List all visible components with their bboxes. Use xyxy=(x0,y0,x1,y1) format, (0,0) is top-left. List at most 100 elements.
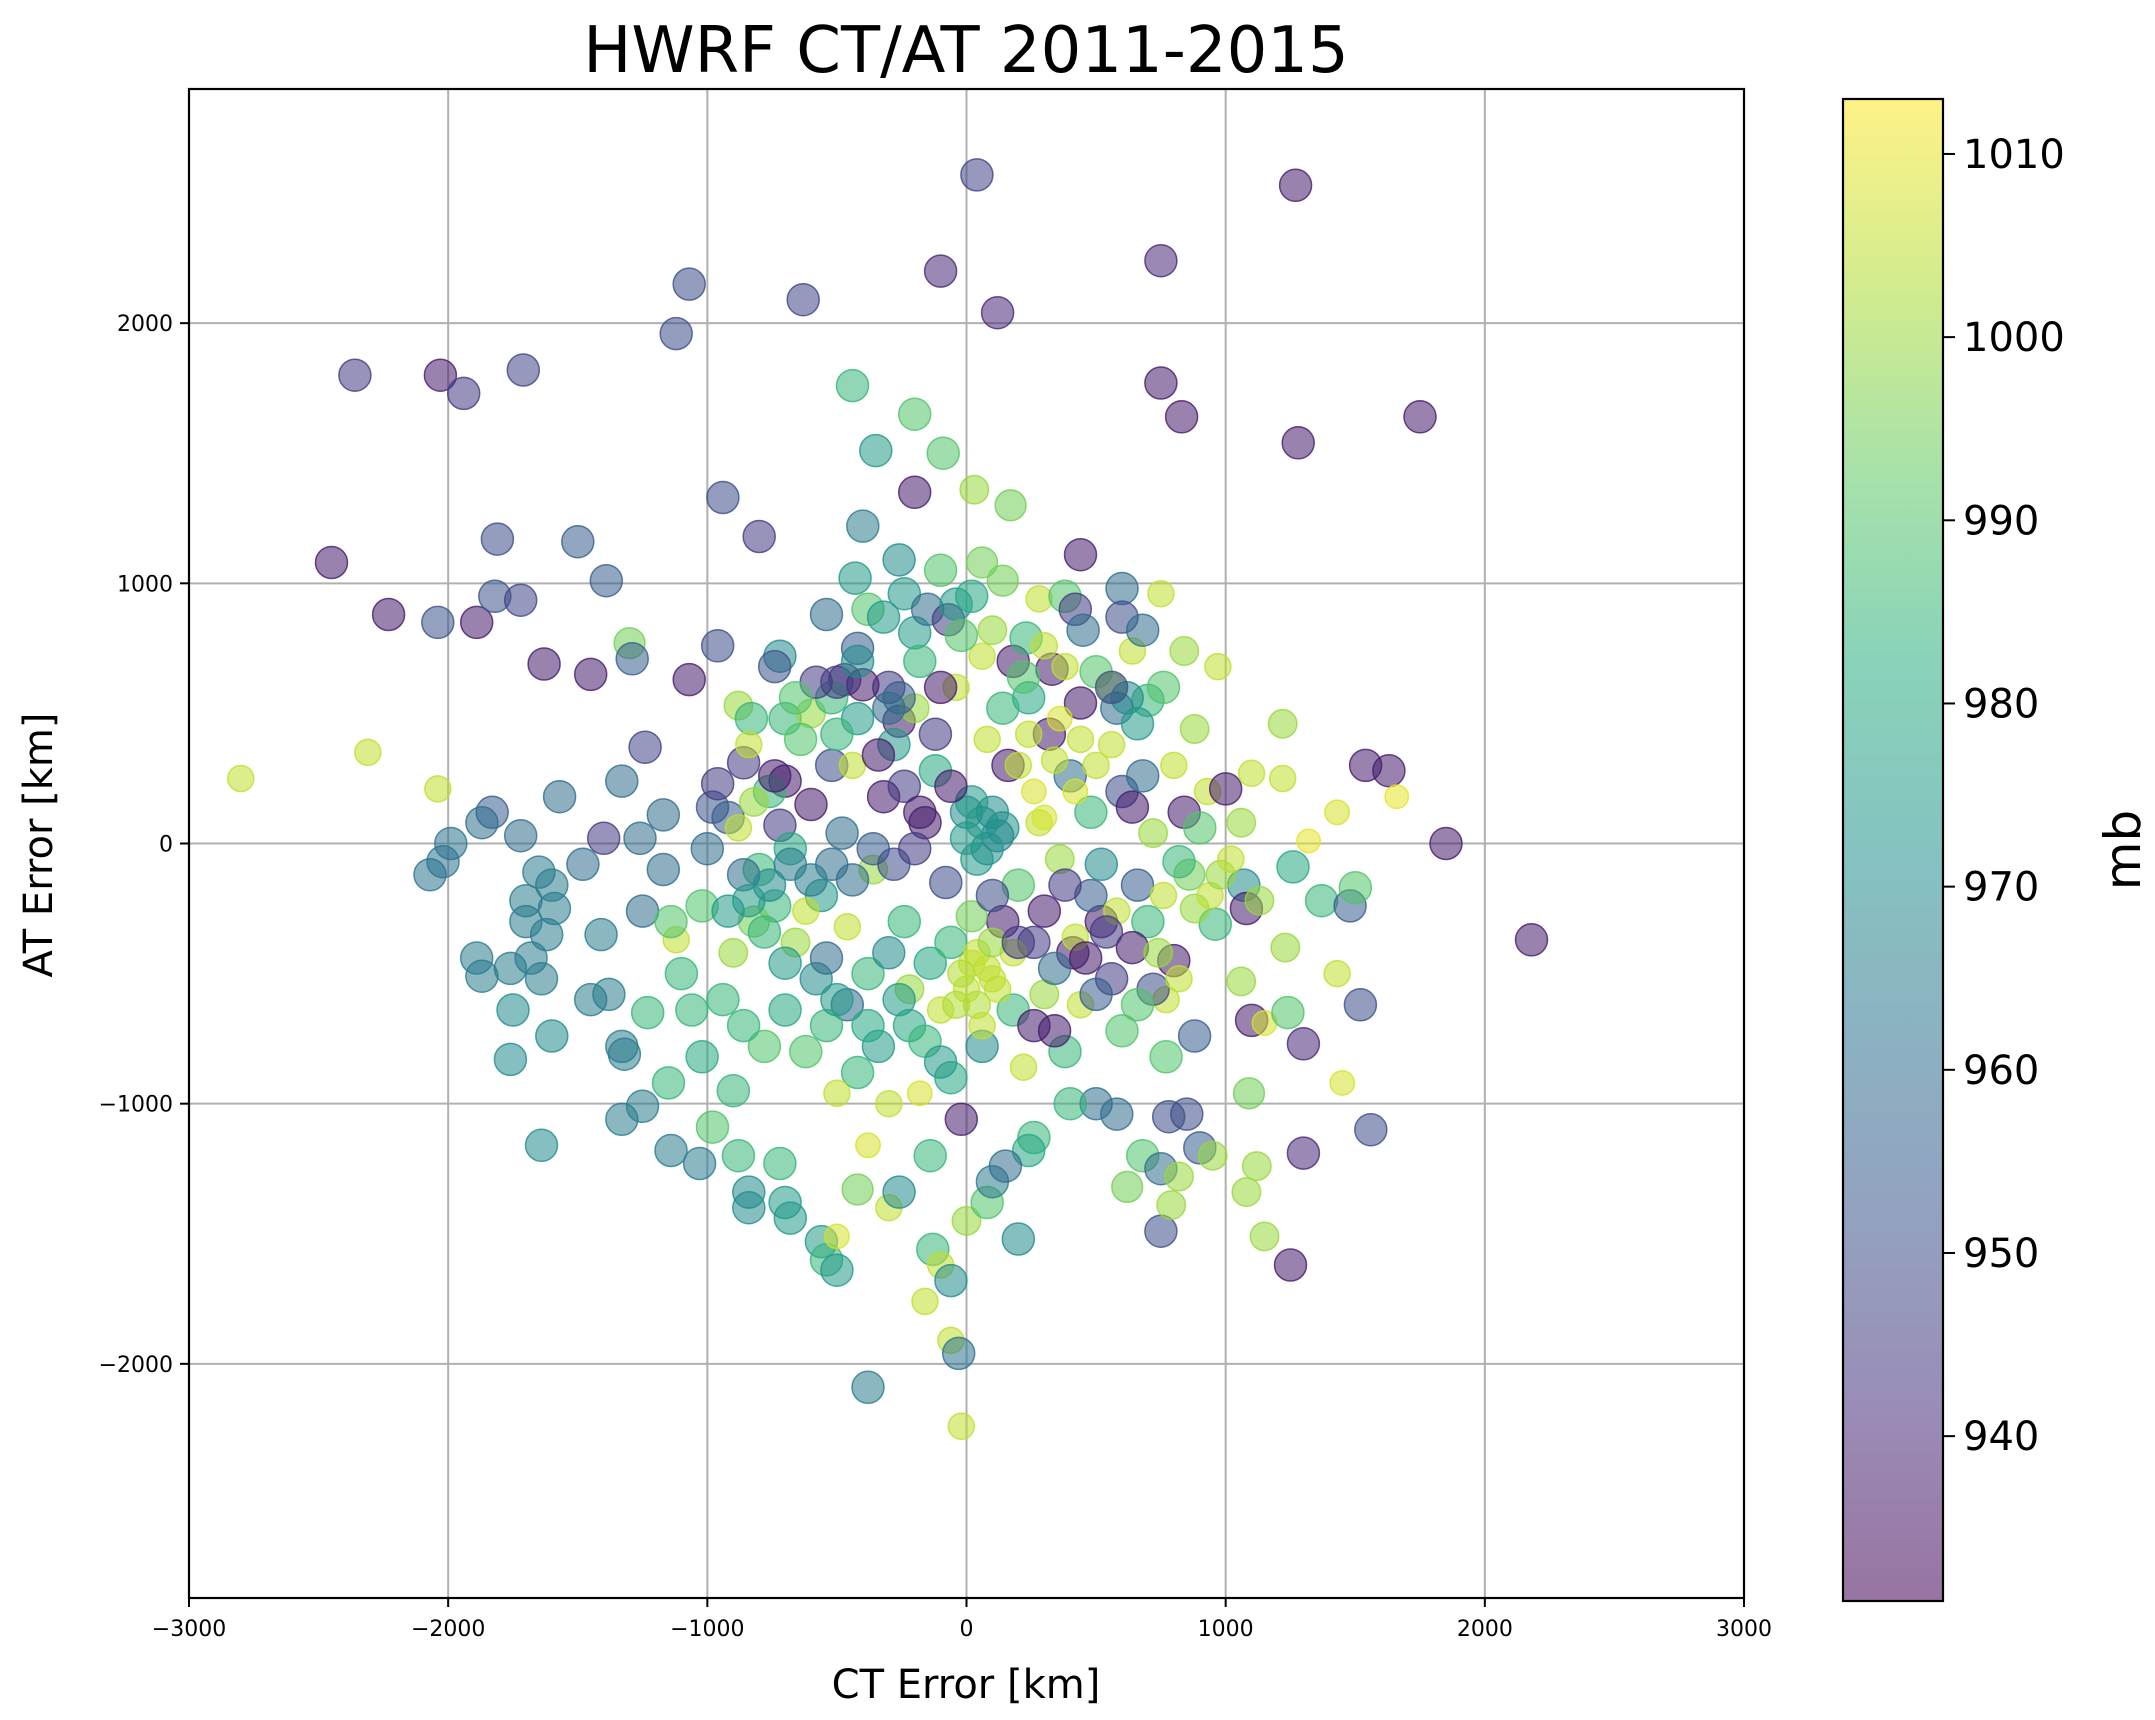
scatter-point xyxy=(1125,613,1160,647)
scatter-point xyxy=(1146,670,1181,705)
x-tick-label: 1000 xyxy=(1198,1617,1254,1642)
scatter-point xyxy=(1068,941,1103,975)
scatter-point xyxy=(988,1149,1023,1183)
scatter-point xyxy=(1296,828,1322,854)
scatter-point xyxy=(757,759,792,793)
scatter-point xyxy=(706,480,740,515)
scatter-point xyxy=(354,738,382,767)
scatter-point xyxy=(314,545,349,580)
scatter-point xyxy=(1286,1136,1321,1170)
scatter-point xyxy=(911,1287,939,1316)
scatter-point xyxy=(887,904,922,939)
scatter-point xyxy=(778,681,813,715)
x-tick-label: 3000 xyxy=(1716,1617,1772,1642)
scatter-point xyxy=(623,821,657,856)
scatter-point xyxy=(1149,1040,1183,1074)
y-axis-ticks: −2000 −1000 0 1000 2000 xyxy=(99,312,189,1378)
scatter-point xyxy=(1217,845,1245,873)
y-tick-label: −2000 xyxy=(99,1353,173,1378)
scatter-point xyxy=(1169,636,1200,666)
scatter-point xyxy=(887,576,922,611)
scatter-point xyxy=(773,847,808,882)
scatter-point xyxy=(875,1089,903,1118)
scatter-point xyxy=(1037,951,1072,986)
y-tick-label: 2000 xyxy=(117,312,173,337)
scatter-point xyxy=(1165,965,1193,993)
scatter-point xyxy=(1204,652,1232,681)
scatter-point xyxy=(1403,400,1437,434)
scatter-point xyxy=(1270,932,1301,963)
scatter-point xyxy=(1144,366,1178,400)
scatter-point xyxy=(1046,705,1073,732)
scatter-point xyxy=(1281,426,1315,460)
scatter-point xyxy=(1271,995,1305,1030)
scatter-point xyxy=(1241,1151,1272,1182)
y-tick-label: 0 xyxy=(159,833,173,858)
colorbar-tick-label: 970 xyxy=(1963,865,2039,911)
scatter-point xyxy=(851,1008,885,1043)
scatter-point xyxy=(1343,988,1378,1022)
scatter-point xyxy=(861,738,896,772)
scatter-point xyxy=(986,811,1020,845)
scatter-point xyxy=(1514,923,1549,957)
scatter-point xyxy=(1354,1112,1388,1147)
scatter-point xyxy=(973,725,1001,754)
scatter-point xyxy=(524,1128,559,1163)
scatter-point xyxy=(747,1029,782,1064)
scatter-point xyxy=(820,665,854,699)
scatter-point xyxy=(825,816,859,850)
scatter-point xyxy=(726,1008,761,1043)
scatter-point xyxy=(1105,571,1139,606)
scatter-point xyxy=(1111,1170,1144,1204)
scatter-point xyxy=(1053,1086,1087,1121)
scatter-point xyxy=(1147,579,1175,608)
scatter-point xyxy=(654,904,688,939)
x-tick-label: −1000 xyxy=(670,1617,744,1642)
scatter-point xyxy=(605,764,639,798)
scatter-point xyxy=(1273,1248,1308,1282)
scatter-point xyxy=(903,644,937,679)
scatter-point xyxy=(1063,686,1098,720)
scatter-point xyxy=(841,1173,874,1206)
scatter-point xyxy=(1120,707,1155,741)
scatter-point xyxy=(1031,804,1058,831)
scatter-point xyxy=(1286,1027,1321,1061)
x-tick-label: −2000 xyxy=(411,1617,485,1642)
scatter-point xyxy=(923,553,958,588)
scatter-point xyxy=(675,993,709,1027)
scatter-point xyxy=(706,982,740,1017)
scatter-point xyxy=(923,670,958,705)
scatter-point xyxy=(1151,1099,1186,1134)
scatter-point xyxy=(506,353,541,387)
scatter-point xyxy=(1040,746,1069,774)
scatter-point xyxy=(934,925,968,960)
scatter-point xyxy=(838,751,867,780)
scatter-point xyxy=(1164,400,1199,434)
scatter-point xyxy=(1094,670,1129,705)
colorbar-gradient xyxy=(1843,99,1943,1601)
scatter-point xyxy=(794,787,828,822)
y-axis-label: AT Error [km] xyxy=(16,713,62,978)
scatter-point xyxy=(923,254,958,288)
scatter-point xyxy=(872,691,906,725)
scatter-point xyxy=(1237,759,1266,788)
scatter-point xyxy=(1197,1140,1228,1171)
scatter-point xyxy=(1030,632,1059,660)
scatter-point xyxy=(734,701,769,736)
scatter-point xyxy=(934,1263,968,1298)
scatter-point xyxy=(1156,1190,1187,1221)
scatter-point xyxy=(809,597,844,632)
scatter-point xyxy=(529,917,564,952)
scatter-point xyxy=(1089,915,1124,949)
scatter-point xyxy=(700,629,735,663)
scatter-point xyxy=(820,717,854,751)
scatter-point xyxy=(338,358,372,392)
scatter-point xyxy=(897,475,932,510)
scatter-point xyxy=(672,267,706,301)
scatter-point xyxy=(1226,807,1257,838)
scatter-point xyxy=(757,649,792,684)
scatter-point xyxy=(986,691,1020,725)
scatter-point xyxy=(542,779,577,814)
scatter-point xyxy=(646,798,681,832)
colorbar: 940 950 960 970 980 990 1000 1010 mb xyxy=(1841,97,2152,1603)
